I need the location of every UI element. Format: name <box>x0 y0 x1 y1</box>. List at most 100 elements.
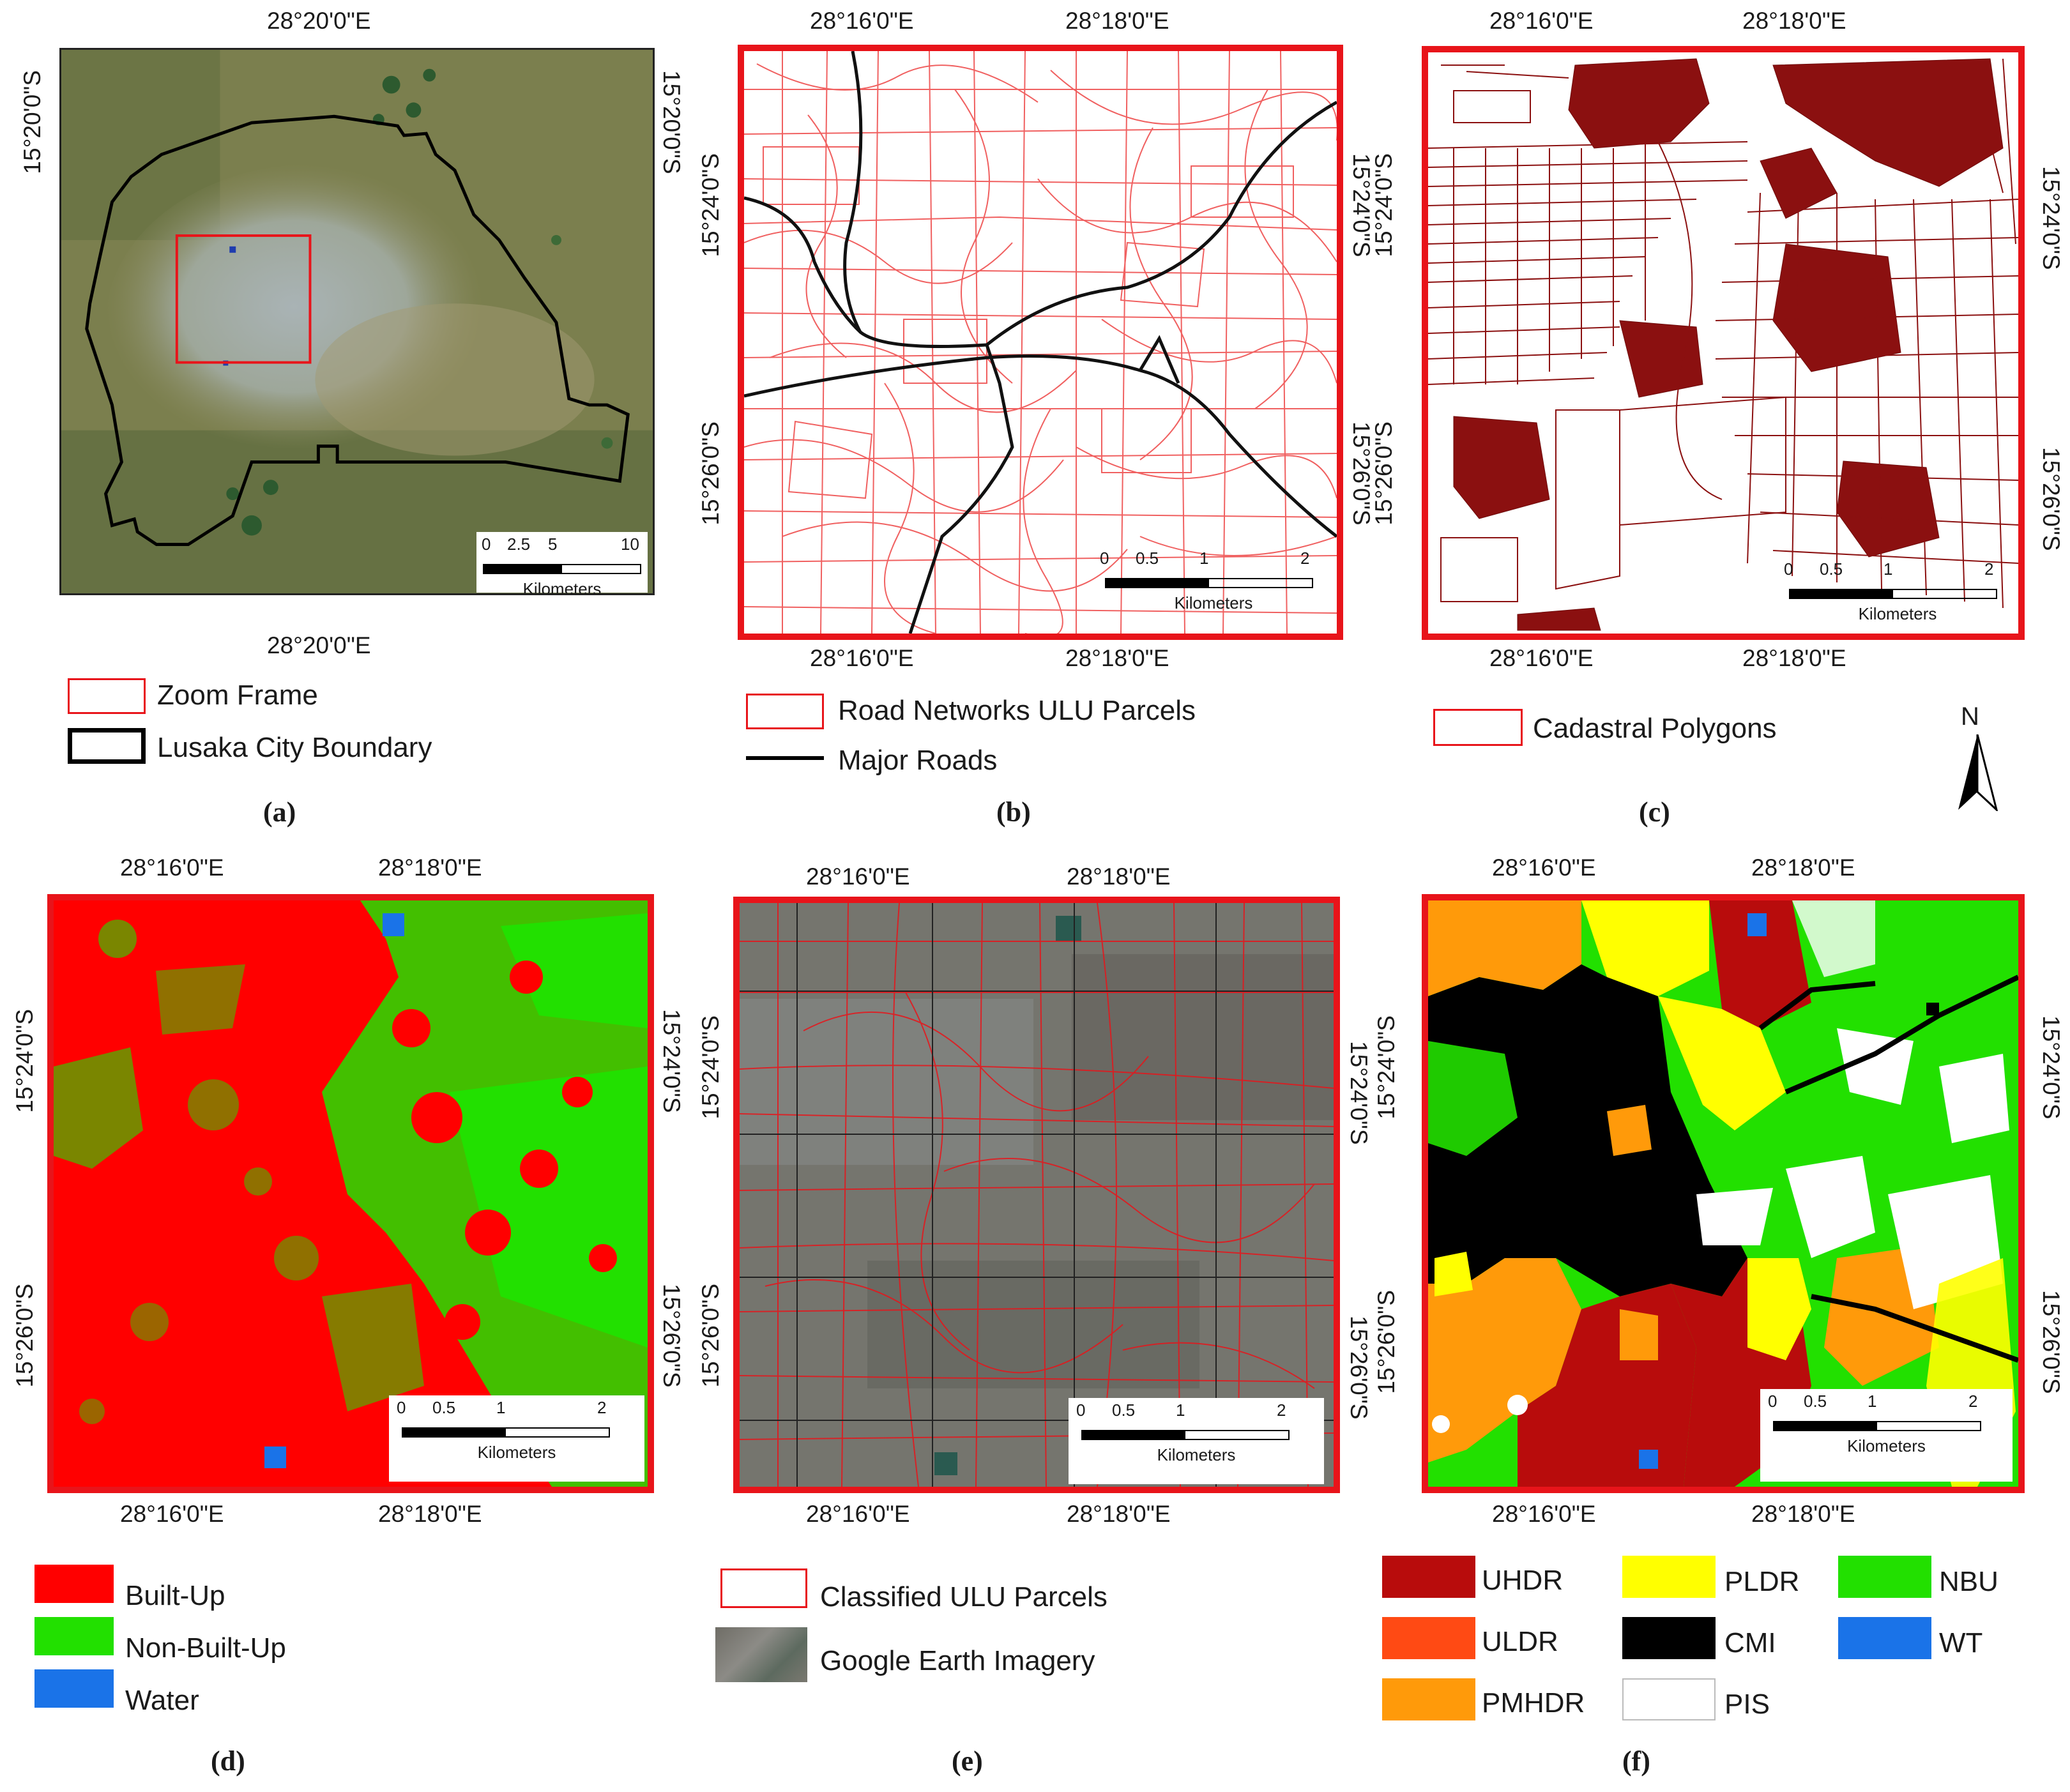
legend-label: Lusaka City Boundary <box>157 732 432 763</box>
scale-tick: 1 <box>1884 559 1893 579</box>
panel-a-bottom-coord: 28°20'0"E <box>267 632 371 658</box>
panel-b-bottom-coord-2: 28°18'0"E <box>1065 645 1169 671</box>
panel-c-scale-bar: 0 0.5 1 2 Kilometers <box>1783 557 2013 630</box>
scale-tick: 5 <box>548 535 558 554</box>
panel-f-top-coord-1: 28°16'0"E <box>1492 854 1596 881</box>
panel-e-bottom-coord-2: 28°18'0"E <box>1067 1501 1171 1527</box>
scale-unit: Kilometers <box>1847 1436 1926 1455</box>
panel-f-right-coord-1: 15°24'0"S <box>2038 1015 2064 1120</box>
built-up-raster <box>54 900 648 1487</box>
legend-swatch-nbu <box>1838 1556 1931 1598</box>
panel-d-right-coord-2: 15°26'0"S <box>658 1284 685 1388</box>
panel-f-left-coord-1: 15°24'0"S <box>1373 1015 1399 1120</box>
panel-e-scale-bar: 0 0.5 1 2 Kilometers <box>1069 1398 1324 1484</box>
panel-d-left-coord-2: 15°26'0"S <box>11 1284 38 1388</box>
scale-unit: Kilometers <box>1174 593 1253 612</box>
panel-c-left-coord-2: 15°26'0"S <box>1371 421 1397 526</box>
major-roads <box>744 51 1337 634</box>
legend-swatch-pmhdr <box>1382 1678 1475 1720</box>
legend-label: NBU <box>1939 1566 1998 1597</box>
panel-label-c: (c) <box>1639 796 1670 828</box>
panel-a-scale-bar: 0 2.5 5 10 Kilometers <box>476 532 648 593</box>
legend-label: Road Networks ULU Parcels <box>838 695 1196 726</box>
water-body-south <box>1639 1450 1658 1469</box>
land-use-raster <box>1428 900 2018 1487</box>
panel-a-right-coord: 15°20'0"S <box>658 70 685 174</box>
scale-tick: 2 <box>597 1398 607 1417</box>
legend-swatch-imagery <box>715 1627 807 1682</box>
legend-swatch-major-roads <box>746 756 824 760</box>
panel-e-bottom-coord-1: 28°16'0"E <box>806 1501 910 1527</box>
panel-label-a: (a) <box>263 796 296 828</box>
panel-b-right-coord-1: 15°24'0"S <box>1348 153 1374 257</box>
legend-swatch-uhdr <box>1382 1556 1475 1598</box>
legend-label: WT <box>1939 1627 1983 1659</box>
panel-f-bottom-coord-1: 28°16'0"E <box>1492 1501 1596 1527</box>
panel-d-bottom-coord-2: 28°18'0"E <box>378 1501 482 1527</box>
panel-e-left-coord-1: 15°24'0"S <box>697 1015 724 1120</box>
cadastral-map: 0 0.5 1 2 Kilometers <box>1422 46 2025 640</box>
panel-b-left-coord-1: 15°24'0"S <box>697 153 724 257</box>
panel-label-e: (e) <box>952 1745 983 1777</box>
land-use-classification-map: 0 0.5 1 2 Kilometers <box>1422 894 2025 1493</box>
legend-swatch-uldr <box>1382 1617 1475 1659</box>
panel-b-top-coord-2: 28°18'0"E <box>1065 8 1169 34</box>
panel-c-top-coord-1: 28°16'0"E <box>1489 8 1594 34</box>
scale-tick: 2 <box>1984 559 1994 579</box>
scale-tick: 0 <box>482 535 491 554</box>
cadastral-parcel-lines <box>1428 58 2018 609</box>
legend-swatch-cmi <box>1622 1617 1716 1659</box>
legend-label: PLDR <box>1724 1566 1800 1597</box>
north-arrow-icon <box>1958 734 1998 811</box>
scale-unit: Kilometers <box>1858 604 1937 623</box>
imagery-overlay-map: 0 0.5 1 2 Kilometers <box>733 897 1340 1493</box>
legend-label: Classified ULU Parcels <box>820 1581 1107 1613</box>
panel-c-bottom-coord-1: 28°16'0"E <box>1489 645 1594 671</box>
legend-swatch-pldr <box>1622 1556 1716 1598</box>
panel-c-top-coord-2: 28°18'0"E <box>1742 8 1846 34</box>
scale-tick: 2 <box>1300 549 1310 568</box>
panel-label-b: (b) <box>996 796 1031 828</box>
panel-label-f: (f) <box>1622 1745 1650 1777</box>
pond-south <box>934 1452 957 1475</box>
panel-d-top-coord-1: 28°16'0"E <box>120 854 224 881</box>
panel-c-right-coord-1: 15°24'0"S <box>2038 166 2064 270</box>
city-boundary-polygon <box>85 114 630 547</box>
ulu-parcel-roads <box>744 51 1337 634</box>
panel-e-top-coord-1: 28°16'0"E <box>806 863 910 890</box>
panel-d-left-coord-1: 15°24'0"S <box>11 1009 38 1113</box>
legend-label: Major Roads <box>838 745 998 776</box>
legend-swatch-wt <box>1838 1617 1931 1659</box>
scale-tick: 0 <box>1768 1392 1777 1411</box>
classified-parcel-outlines <box>740 903 1334 1487</box>
built-up-classification-map: 0 0.5 1 2 Kilometers <box>47 894 654 1493</box>
scale-unit: Kilometers <box>477 1443 556 1462</box>
legend-label: Zoom Frame <box>157 680 318 711</box>
panel-e-left-coord-2: 15°26'0"S <box>697 1284 724 1388</box>
legend-label: Built-Up <box>125 1580 225 1611</box>
satellite-imagery <box>61 50 653 593</box>
satellite-map: 0 2.5 5 10 Kilometers <box>59 48 655 595</box>
panel-e-top-coord-2: 28°18'0"E <box>1067 863 1171 890</box>
legend-swatch-pis <box>1622 1678 1716 1720</box>
panel-f-bottom-coord-2: 28°18'0"E <box>1751 1501 1855 1527</box>
panel-d-top-coord-2: 28°18'0"E <box>378 854 482 881</box>
legend-swatch-classified-parcels <box>720 1568 807 1608</box>
panel-b-left-coord-2: 15°26'0"S <box>697 421 724 526</box>
water-body-north <box>383 913 404 936</box>
imagery-tile-grid <box>740 903 1334 1487</box>
legend-swatch-road-parcels <box>746 694 824 729</box>
legend-label: PMHDR <box>1482 1687 1585 1719</box>
scale-tick: 0.5 <box>1112 1401 1136 1420</box>
panel-c-left-coord-1: 15°24'0"S <box>1371 153 1397 257</box>
scale-tick: 0 <box>1784 559 1793 579</box>
cadastral-drawing <box>1428 58 2018 631</box>
scale-tick: 0 <box>397 1398 406 1417</box>
panel-f-top-coord-2: 28°18'0"E <box>1751 854 1855 881</box>
legend-label: UHDR <box>1482 1565 1564 1596</box>
scale-tick: 2.5 <box>507 535 531 554</box>
legend-swatch-built-up <box>34 1565 114 1603</box>
panel-b-bottom-coord-1: 28°16'0"E <box>810 645 914 671</box>
legend-label: PIS <box>1724 1689 1770 1720</box>
panel-e-right-coord-2: 15°26'0"S <box>1346 1316 1372 1420</box>
